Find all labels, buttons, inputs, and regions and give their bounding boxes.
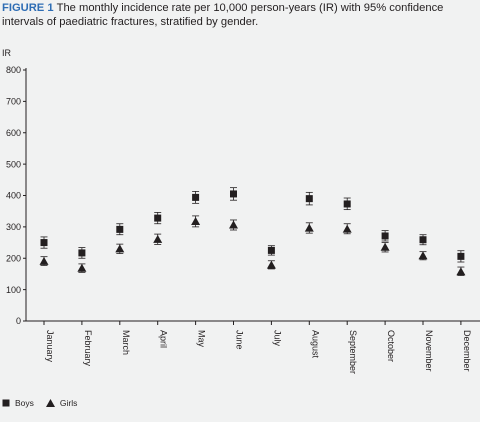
- boys-point: [78, 249, 86, 257]
- boys-point: [192, 193, 200, 201]
- girls-point: [39, 256, 49, 265]
- girls-point: [266, 260, 276, 269]
- boys-point: [116, 225, 124, 233]
- y-tick-label: 400: [6, 191, 21, 201]
- girls-point: [191, 217, 201, 226]
- girls-point: [229, 220, 238, 229]
- boys-point: [305, 195, 313, 203]
- x-tick-label: July: [272, 330, 282, 347]
- x-tick-label: February: [83, 330, 93, 367]
- girls-point: [115, 244, 125, 253]
- girls-point: [456, 267, 466, 276]
- y-tick-label: 100: [6, 285, 21, 295]
- y-tick-label: 600: [6, 128, 21, 138]
- x-tick-label: May: [197, 330, 207, 348]
- girls-point: [304, 223, 314, 232]
- y-axis-label: IR: [2, 48, 12, 58]
- y-tick-label: 500: [6, 159, 21, 169]
- figure-label: FIGURE 1: [2, 2, 54, 14]
- legend-item-boys: Boys: [2, 398, 34, 408]
- legend-square-marker: [2, 399, 10, 407]
- girls-point: [418, 251, 428, 260]
- boys-point: [40, 239, 48, 247]
- legend-label-boys: Boys: [15, 398, 34, 408]
- boys-point: [267, 246, 275, 254]
- legend-triangle-marker: [45, 399, 55, 407]
- y-tick-label: 0: [16, 316, 21, 326]
- legend-item-girls: Girls: [45, 398, 78, 408]
- legend-label-girls: Girls: [59, 398, 78, 408]
- boys-point: [343, 200, 351, 208]
- x-tick-label: April: [159, 330, 169, 348]
- boys-point: [230, 190, 237, 198]
- y-tick-label: 300: [6, 222, 21, 232]
- girls-point: [380, 242, 390, 251]
- y-tick-label: 200: [6, 253, 21, 263]
- x-tick-label: August: [310, 330, 320, 359]
- x-tick-label: March: [121, 330, 131, 355]
- x-tick-label: November: [424, 330, 434, 372]
- girls-point: [153, 234, 163, 243]
- x-tick-label: January: [45, 330, 55, 363]
- x-tick-label: June: [235, 330, 245, 350]
- figure-caption-text: The monthly incidence rate per 10,000 pe…: [2, 2, 444, 28]
- x-tick-label: October: [386, 330, 396, 362]
- boys-point: [381, 232, 389, 240]
- y-tick-label: 700: [6, 97, 21, 107]
- girls-point: [77, 263, 87, 272]
- figure-caption: FIGURE 1 The monthly incidence rate per 1…: [2, 1, 478, 29]
- boys-point: [154, 214, 162, 222]
- boys-point: [457, 252, 465, 260]
- x-tick-label: December: [462, 330, 472, 372]
- girls-point: [342, 224, 352, 233]
- y-tick-label: 800: [6, 65, 21, 75]
- boys-point: [419, 236, 427, 244]
- legend: Boys Girls: [2, 398, 89, 408]
- x-tick-label: September: [348, 330, 358, 374]
